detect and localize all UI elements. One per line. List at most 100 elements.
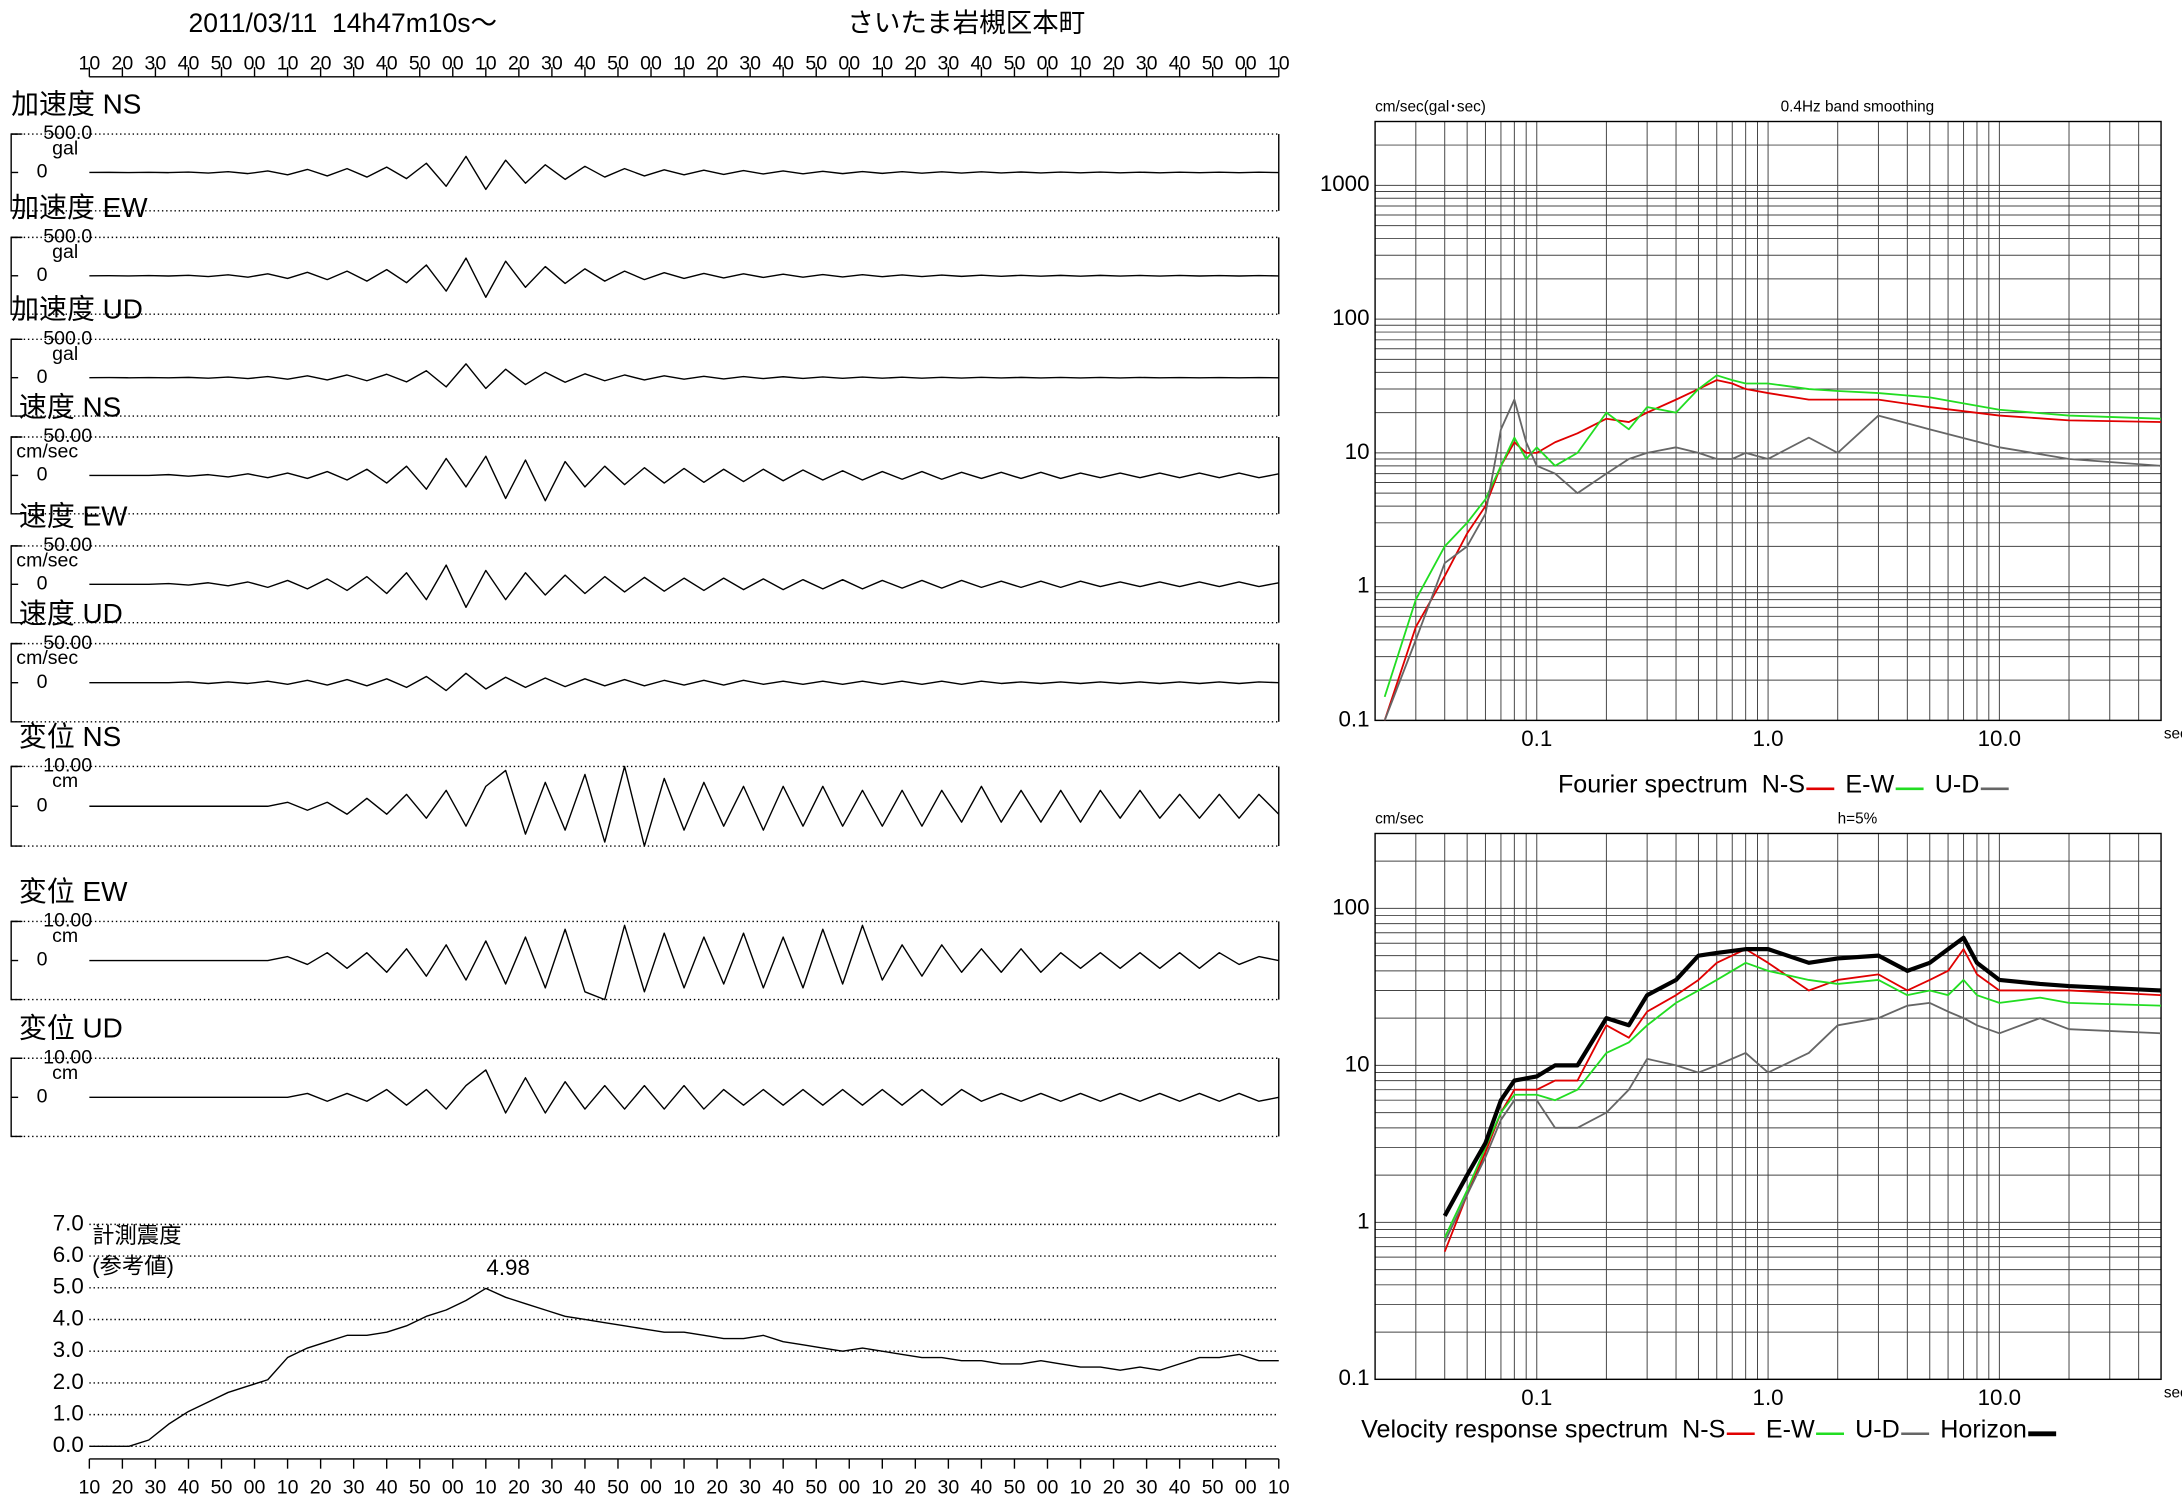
y-tick-label: 1 (1357, 1208, 1369, 1233)
plot-frame (1374, 120, 2162, 722)
y-tick-label: 10 (1345, 1051, 1370, 1076)
ruler-label: 30 (938, 52, 960, 74)
ruler-label: 50 (607, 52, 629, 74)
x-tick-label: 1.0 (1753, 1385, 1784, 1410)
ruler-label: 50 (211, 1476, 233, 1498)
record-time: 2011/03/11 14h47m10s～ (188, 8, 497, 38)
y-tick-label: 3.0 (53, 1337, 84, 1362)
ruler-label: 30 (1136, 1476, 1158, 1498)
y-tick-label: 0.0 (53, 1432, 84, 1457)
ruler-label: 00 (244, 1476, 266, 1498)
y-axis-label: cm/sec (1375, 811, 1424, 828)
ruler-label: 00 (442, 52, 464, 74)
y-tick-label: 1.0 (53, 1401, 84, 1426)
ruler-label: 20 (904, 52, 926, 74)
legend-label: N-S (1762, 771, 1805, 799)
waveform-trace (89, 924, 1279, 1001)
ruler-label: 30 (343, 1476, 365, 1498)
y-tick-label: 1 (1357, 573, 1369, 598)
ruler-label: 20 (508, 52, 530, 74)
ruler-label: 00 (244, 52, 266, 74)
legend-label: E-W (1845, 771, 1894, 799)
panel-unit: cm/sec (16, 647, 78, 669)
ruler-label: 20 (706, 52, 728, 74)
waveform-trace (89, 455, 1279, 502)
y-tick-label: 0.1 (1338, 1365, 1369, 1390)
panel-label: 変位 NS (11, 721, 121, 752)
ruler-label: 50 (211, 52, 233, 74)
x-tick-label: 10.0 (1978, 1385, 2021, 1410)
spectrum-line (1383, 379, 2162, 721)
panel-tick-label: 50.00 (43, 425, 92, 447)
ruler-label: 00 (1037, 52, 1059, 74)
x-tick-label: 0.1 (1521, 1385, 1552, 1410)
spectrum-line (1443, 948, 2162, 1253)
waveform-trace (89, 564, 1279, 609)
y-tick-label: 0.1 (1338, 706, 1369, 731)
y-tick-label: 10 (1345, 439, 1370, 464)
panel-label: 速度 UD (11, 598, 123, 629)
plot-area (1442, 935, 2162, 1253)
ruler-label: 40 (376, 1476, 398, 1498)
x-axis-label: sec (2164, 1384, 2182, 1401)
panel-label: 速度 EW (11, 500, 128, 531)
ruler-label: 10 (78, 1476, 100, 1498)
legend-label: E-W (1766, 1416, 1815, 1444)
panel-label: 加速度 EW (11, 192, 148, 223)
legend-label: Horizon (1940, 1416, 2027, 1444)
ruler-label: 30 (343, 52, 365, 74)
ruler-label: 00 (640, 52, 662, 74)
panel-tick-label: 0 (37, 949, 48, 971)
ruler-label: 10 (673, 1476, 695, 1498)
ruler-label: 30 (145, 1476, 167, 1498)
ruler-label: 00 (1235, 52, 1257, 74)
ruler-label: 10 (1070, 52, 1092, 74)
legend-label: U-D (1935, 771, 1980, 799)
ruler-label: 20 (706, 1476, 728, 1498)
ruler-label: 20 (508, 1476, 530, 1498)
ruler-label: 50 (1004, 1476, 1026, 1498)
y-tick-label: 2.0 (53, 1369, 84, 1394)
ruler-label: 10 (277, 52, 299, 74)
ruler-label: 10 (1268, 1476, 1290, 1498)
ruler-label: 50 (607, 1476, 629, 1498)
plot-frame (1374, 832, 2162, 1381)
spectrum-line (1383, 398, 2162, 721)
ruler-label: 00 (838, 52, 860, 74)
waveform-trace (89, 257, 1279, 298)
ruler-label: 40 (376, 52, 398, 74)
panel-tick-label: 50.00 (43, 534, 92, 556)
panel-tick-label: 0 (37, 572, 48, 594)
x-tick-label: 0.1 (1521, 726, 1552, 751)
panel-unit: gal (52, 241, 78, 263)
peak-label: 4.98 (486, 1255, 529, 1280)
x-axis-label: sec (2164, 725, 2182, 742)
panel-label: 加速度 UD (11, 294, 143, 325)
ruler-label: 40 (971, 1476, 993, 1498)
panel-tick-label: 50.00 (43, 632, 92, 654)
ruler-label: 10 (1070, 1476, 1092, 1498)
y-tick-label: 5.0 (53, 1274, 84, 1299)
ruler-label: 30 (145, 52, 167, 74)
ruler-label: 00 (640, 1476, 662, 1498)
ruler-label: 40 (178, 52, 200, 74)
panel-unit: cm/sec (16, 549, 78, 571)
ruler-label: 30 (739, 1476, 761, 1498)
spectrum-line (1443, 961, 2162, 1238)
panel-tick-label: 500.0 (43, 122, 92, 144)
panel-tick-label: 0 (37, 161, 48, 183)
waveform-trace (89, 155, 1279, 191)
spectrum-line (1442, 935, 2162, 1217)
ruler-label: 30 (739, 52, 761, 74)
ruler-label: 10 (475, 52, 497, 74)
ruler-label: 50 (1004, 52, 1026, 74)
x-tick-label: 10.0 (1978, 726, 2021, 751)
ruler-label: 00 (1235, 1476, 1257, 1498)
panel-tick-label: 10.00 (43, 1046, 92, 1068)
waveform-trace (89, 765, 1280, 847)
y-tick-label: 100 (1332, 894, 1369, 919)
panel-tick-label: 0 (37, 464, 48, 486)
ruler-label: 20 (1103, 52, 1125, 74)
legend-label: U-D (1855, 1416, 1900, 1444)
